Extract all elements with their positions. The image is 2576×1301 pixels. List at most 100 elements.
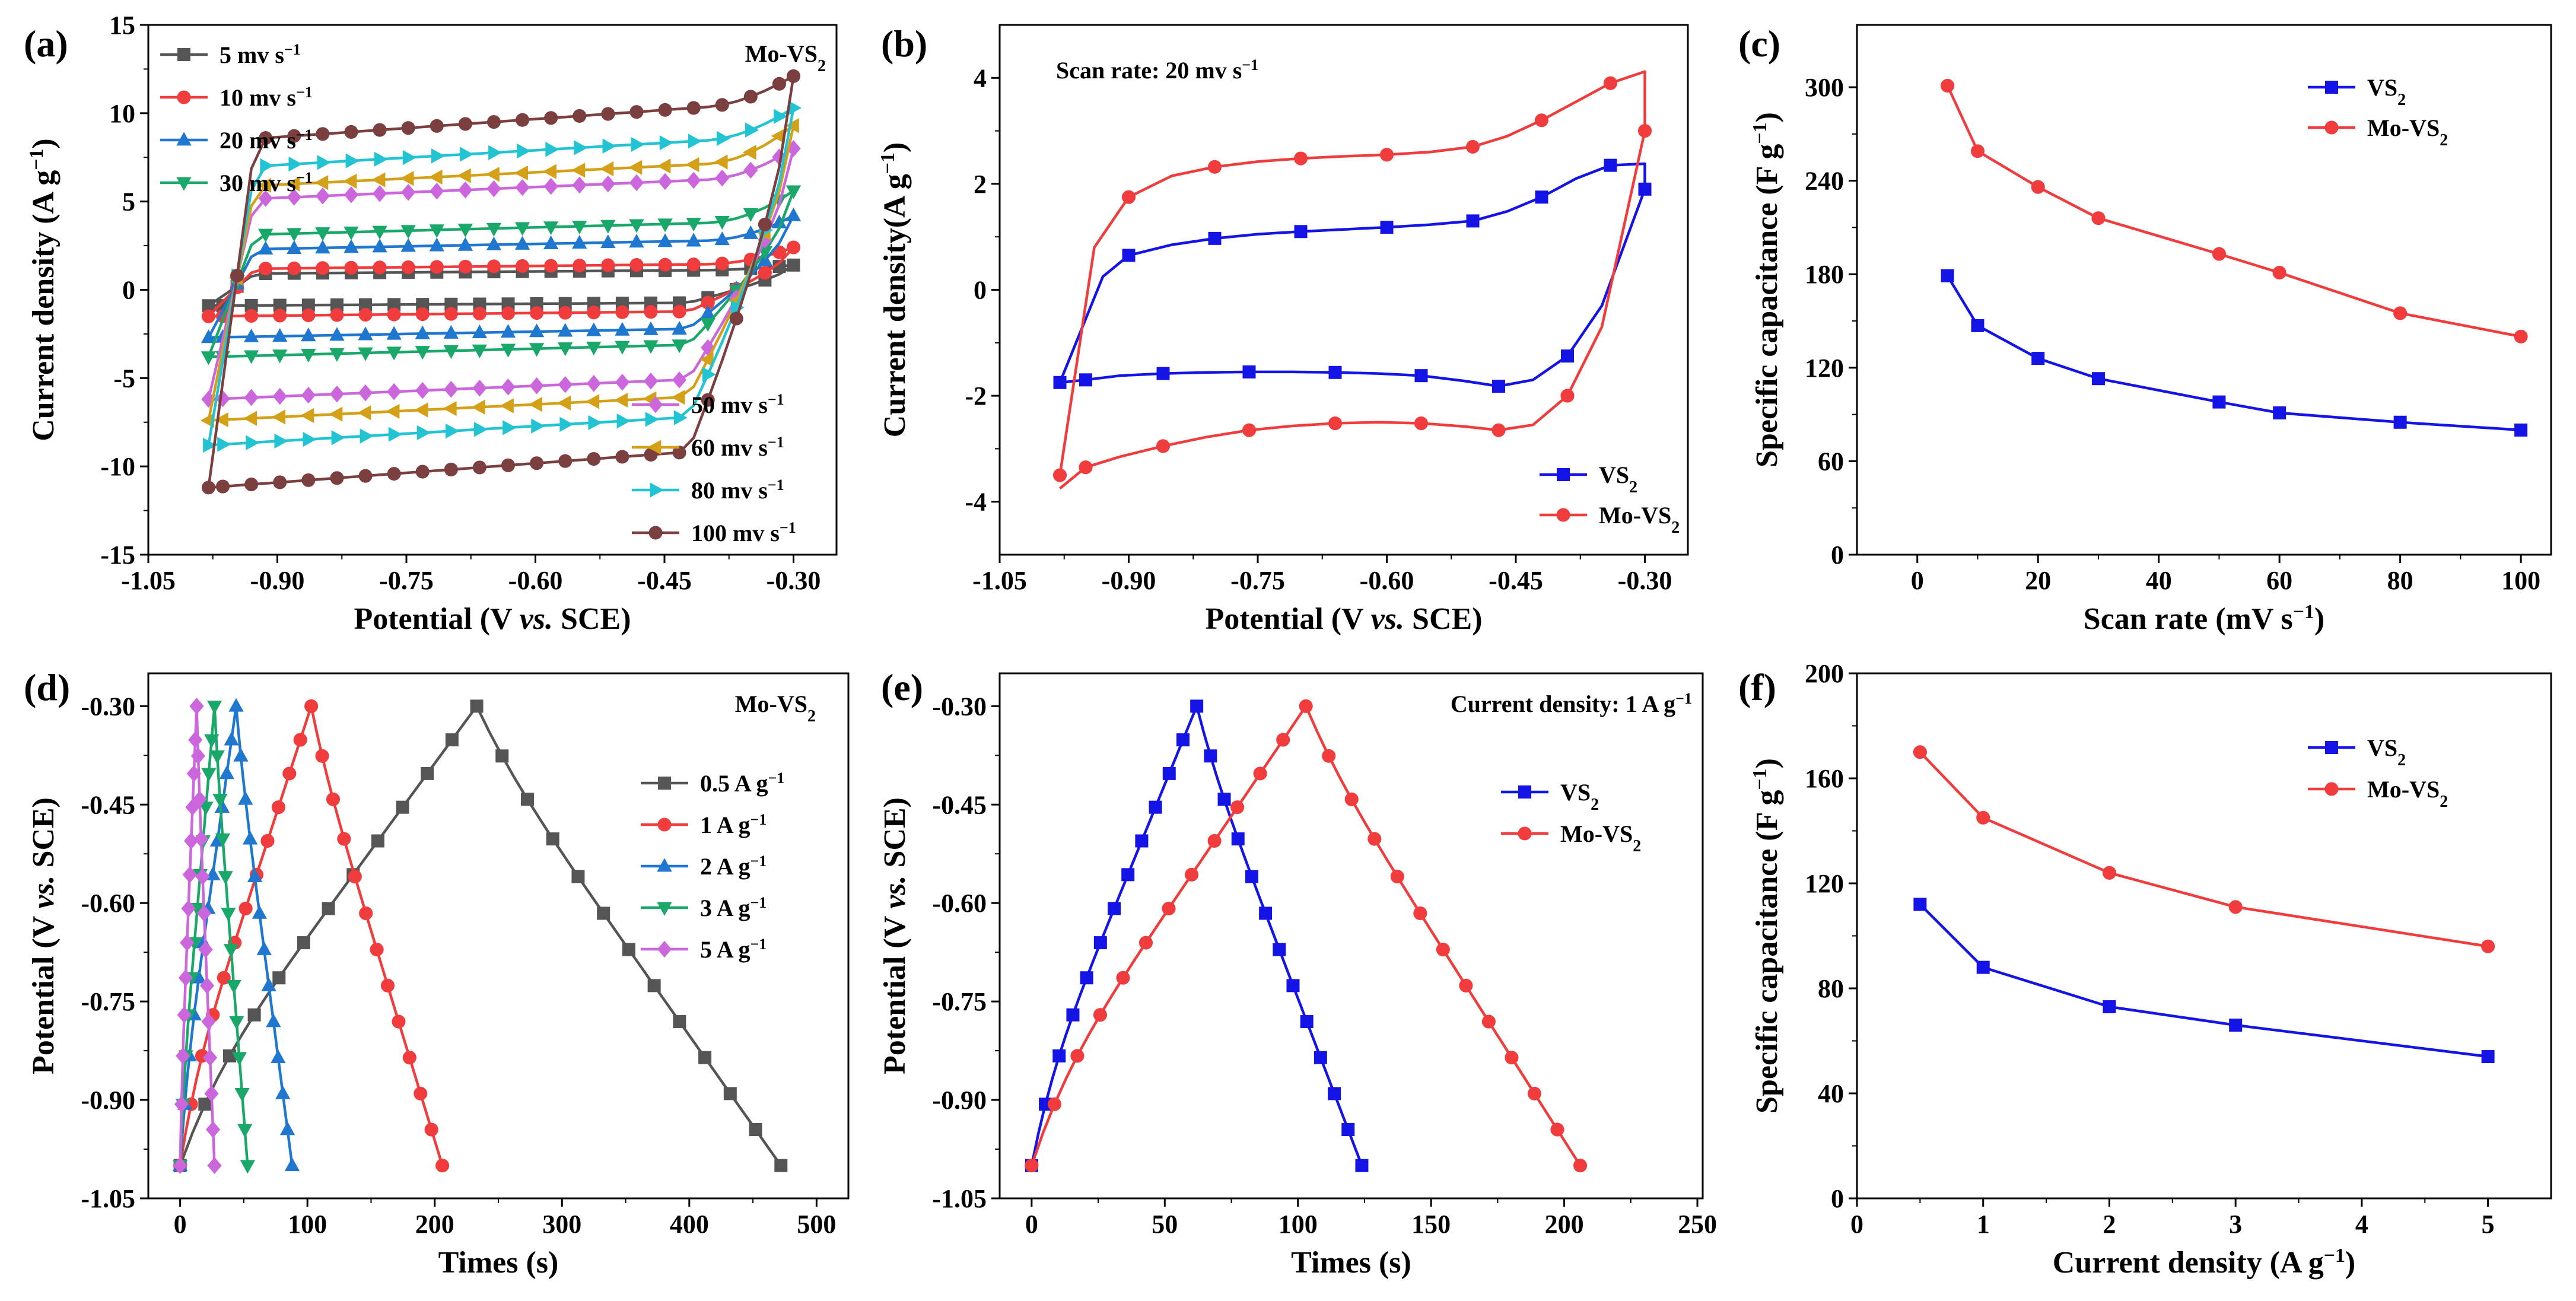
legend-entry-3-a-g-1: 3 A g−1 bbox=[641, 894, 767, 921]
plot-area bbox=[200, 69, 802, 495]
legend-label: 0.5 A g−1 bbox=[700, 769, 784, 797]
data-point-20-mv-s-1 bbox=[600, 234, 616, 249]
data-point-50-mv-s-1 bbox=[415, 381, 430, 399]
y-tick-label: -10 bbox=[100, 452, 135, 481]
data-point-vs2 bbox=[1245, 870, 1258, 883]
y-tick-label: 160 bbox=[1805, 764, 1844, 793]
data-point-80-mv-s-1 bbox=[274, 433, 288, 449]
data-point-0-5-a-g-1 bbox=[445, 733, 459, 747]
data-point-80-mv-s-1 bbox=[602, 138, 616, 154]
data-point-0-5-a-g-1 bbox=[396, 800, 409, 814]
data-point-0-5-a-g-1 bbox=[198, 1098, 212, 1111]
data-point-3-a-g-1 bbox=[198, 801, 214, 816]
data-point-vs2 bbox=[1561, 349, 1574, 363]
y-tick-label: 60 bbox=[1818, 447, 1844, 476]
data-point-10-mv-s-1 bbox=[330, 308, 344, 322]
data-point-0-5-a-g-1 bbox=[647, 979, 661, 993]
data-point-5-mv-s-1 bbox=[387, 298, 401, 311]
data-point-10-mv-s-1 bbox=[201, 309, 216, 323]
data-point-10-mv-s-1 bbox=[344, 260, 358, 275]
data-point-mo-vs2 bbox=[1465, 139, 1480, 154]
chart-panel-4: (e) 0 50 100 150 200 250 -1.05 -0.90 -0.75 -0.60 -0… bbox=[878, 666, 1717, 1280]
data-point-60-mv-s-1 bbox=[371, 172, 386, 187]
data-point-mo-vs2 bbox=[1367, 832, 1382, 846]
data-point-mo-vs2 bbox=[1070, 1049, 1085, 1063]
data-point-60-mv-s-1 bbox=[528, 396, 542, 412]
legend-label: 5 A g−1 bbox=[700, 936, 767, 963]
data-point-10-mv-s-1 bbox=[244, 308, 259, 323]
data-point-0-5-a-g-1 bbox=[597, 906, 610, 920]
data-point-60-mv-s-1 bbox=[428, 169, 443, 185]
data-point-100-mv-s-1 bbox=[287, 129, 301, 143]
data-point-80-mv-s-1 bbox=[688, 133, 702, 149]
data-point-10-mv-s-1 bbox=[273, 308, 287, 323]
data-point-vs2 bbox=[1121, 868, 1135, 882]
data-point-10-mv-s-1 bbox=[458, 259, 472, 273]
legend-swatch-marker bbox=[177, 90, 191, 104]
y-axis-title: Current density(A g−1) bbox=[877, 142, 912, 437]
data-point-20-mv-s-1 bbox=[643, 321, 659, 335]
data-point-30-mv-s-1 bbox=[315, 227, 330, 241]
y-tick-label: 200 bbox=[1805, 659, 1844, 688]
data-point-20-mv-s-1 bbox=[629, 234, 644, 248]
data-point-50-mv-s-1 bbox=[743, 161, 758, 179]
data-point-10-mv-s-1 bbox=[629, 258, 644, 272]
data-point-2-a-g-1 bbox=[284, 1157, 300, 1172]
data-point-50-mv-s-1 bbox=[558, 376, 573, 393]
data-point-60-mv-s-1 bbox=[771, 128, 785, 144]
data-point-20-mv-s-1 bbox=[529, 323, 545, 338]
data-point-mo-vs2 bbox=[1138, 936, 1153, 950]
data-point-80-mv-s-1 bbox=[517, 143, 531, 159]
data-point-100-mv-s-1 bbox=[458, 117, 472, 131]
data-point-3-a-g-1 bbox=[229, 1016, 244, 1030]
chart-panel-3: (d) 0 100 200 300 400 500 -1.05 -0.90 -0.75 -0.60 -… bbox=[24, 666, 850, 1280]
data-point-mo-vs2 bbox=[1328, 416, 1343, 431]
data-point-vs2 bbox=[1204, 749, 1217, 763]
data-point-0-5-a-g-1 bbox=[698, 1051, 712, 1064]
legend-swatch-marker bbox=[657, 858, 672, 872]
data-point-60-mv-s-1 bbox=[586, 394, 600, 409]
data-point-80-mv-s-1 bbox=[460, 147, 474, 162]
data-point-30-mv-s-1 bbox=[600, 220, 616, 234]
data-point-60-mv-s-1 bbox=[243, 411, 257, 426]
x-tick-label: 0 bbox=[1911, 566, 1924, 595]
data-point-1-a-g-1 bbox=[282, 766, 297, 781]
data-point-vs2 bbox=[1066, 1008, 1080, 1022]
data-point-vs2 bbox=[1976, 960, 1990, 974]
y-tick-label: 0 bbox=[1831, 1184, 1844, 1213]
x-tick-label: 20 bbox=[2025, 566, 2051, 595]
data-point-20-mv-s-1 bbox=[358, 326, 373, 341]
data-point-1-a-g-1 bbox=[326, 792, 340, 806]
data-point-10-mv-s-1 bbox=[573, 258, 587, 273]
data-point-mo-vs2 bbox=[1299, 699, 1313, 713]
data-point-vs2 bbox=[1176, 733, 1190, 747]
x-tick-label: 200 bbox=[1545, 1210, 1584, 1239]
data-point-vs2 bbox=[1414, 369, 1428, 383]
data-point-5-a-g-1 bbox=[181, 900, 196, 917]
data-point-vs2 bbox=[1108, 902, 1121, 915]
data-point-vs2 bbox=[1242, 365, 1256, 378]
x-tick-label: -0.60 bbox=[508, 566, 563, 595]
data-point-mo-vs2 bbox=[1116, 971, 1130, 985]
data-point-50-mv-s-1 bbox=[258, 190, 273, 207]
data-point-30-mv-s-1 bbox=[358, 347, 373, 361]
data-point-5-mv-s-1 bbox=[772, 260, 786, 273]
legend-label: 60 mv s−1 bbox=[691, 434, 784, 462]
chart-panel-0: (a) -1.05 -0.90 -0.75 -0.60 -0.45 -0.30 -15 -10 -… bbox=[24, 11, 838, 636]
data-point-100-mv-s-1 bbox=[230, 269, 244, 283]
data-point-100-mv-s-1 bbox=[201, 481, 216, 495]
data-point-vs2 bbox=[1079, 373, 1092, 387]
x-tick-label: 50 bbox=[1152, 1210, 1178, 1239]
x-tick-label: 400 bbox=[670, 1210, 709, 1239]
data-point-20-mv-s-1 bbox=[315, 240, 330, 254]
data-point-60-mv-s-1 bbox=[343, 173, 357, 189]
data-point-10-mv-s-1 bbox=[486, 259, 501, 273]
data-point-30-mv-s-1 bbox=[572, 221, 587, 235]
data-point-3-a-g-1 bbox=[223, 944, 239, 958]
data-point-5-a-g-1 bbox=[174, 1096, 189, 1113]
data-point-mo-vs2 bbox=[1293, 151, 1308, 166]
data-point-1-a-g-1 bbox=[402, 1051, 416, 1065]
data-point-mo-vs2 bbox=[1156, 439, 1171, 453]
data-point-30-mv-s-1 bbox=[785, 185, 802, 199]
y-tick-label: 40 bbox=[1818, 1079, 1844, 1108]
